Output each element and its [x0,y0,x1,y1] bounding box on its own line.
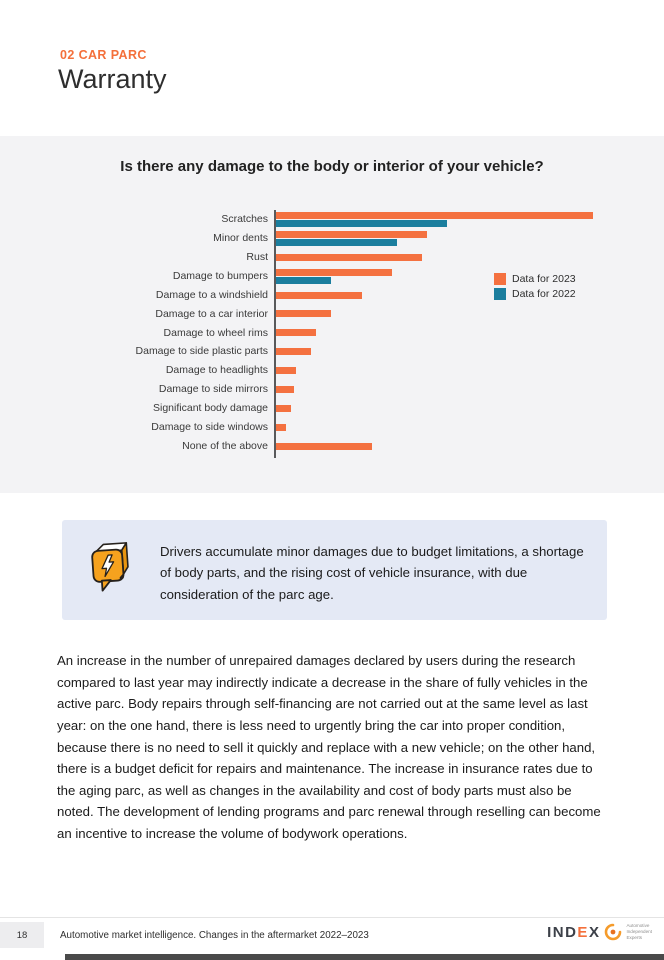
bar-2023 [276,329,317,337]
chart-bar-group [276,442,664,450]
chart-axis-line [274,210,276,458]
chart-category-label: None of the above [182,439,268,452]
bar-2023 [276,253,422,261]
chart-row: Damage to bumpers [0,267,664,286]
chart-bar-group [276,423,664,431]
chart-bar-group [276,329,664,337]
index-logo-tagline: Automotive Independent Experts [626,923,652,941]
chart-row: Significant body damage [0,399,664,418]
page-title: Warranty [58,64,167,94]
chart-category-label: Minor dents [213,232,268,245]
chart-title: Is there any damage to the body or inter… [120,158,544,175]
chart-category-label: Damage to side mirrors [158,383,268,396]
bar-2022 [276,238,397,246]
legend-swatch [494,273,506,285]
footer-caption: Automotive market intelligence. Changes … [60,930,369,941]
index-logo-mark-icon [605,923,622,941]
speech-bubble-lightning-icon [91,542,129,592]
chart-category-label: Damage to a car interior [155,307,268,320]
bar-2023 [276,367,297,375]
bar-2023 [276,268,392,276]
chart-category-label: Damage to side windows [151,420,268,433]
legend-item: Data for 2022 [494,288,576,300]
chart-row: Damage to side plastic parts [0,342,664,361]
chart-row: Damage to a windshield [0,286,664,305]
chart-bar-group [276,268,664,284]
chart-rows: Scratches Minor dents Rust Damage to bumper… [0,210,664,456]
chart-row: Damage to side mirrors [0,380,664,399]
chart-bar-group [276,310,664,318]
chart-bar-group [276,367,664,375]
bar-2023 [276,211,593,219]
chart-row: None of the above [0,437,664,456]
section-eyebrow: 02 CAR PARC [60,48,147,62]
chart-category-label: Scratches [221,213,268,226]
index-logo-wordmark: INDEX [547,923,601,941]
legend-label: Data for 2022 [512,288,576,300]
chart-bar-group [276,385,664,393]
bar-2022 [276,219,448,227]
chart-category-label: Significant body damage [153,402,268,415]
chart-category-label: Damage to bumpers [172,269,268,282]
callout-box: Drivers accumulate minor damages due to … [62,520,607,620]
bar-2023 [276,230,427,238]
index-logo: INDEX Automotive Independent Experts [547,923,652,942]
chart-row: Damage to wheel rims [0,323,664,342]
chart-category-label: Rust [246,250,268,263]
chart-bar-group [276,404,664,412]
bar-2023 [276,404,292,412]
bar-2023 [276,348,312,356]
chart-category-label: Damage to headlights [165,364,268,377]
chart-category-label: Damage to a windshield [155,288,268,301]
bar-2022 [276,276,332,284]
footer-divider [0,917,664,918]
page-number: 18 [0,922,44,948]
chart-bar-group [276,291,664,299]
chart-row: Damage to a car interior [0,304,664,323]
bottom-accent-bar [65,954,664,960]
chart-bar-group [276,348,664,356]
chart-row: Rust [0,248,664,267]
chart-category-label: Damage to wheel rims [163,326,268,339]
chart-bar-group [276,230,664,246]
chart-row: Damage to side windows [0,418,664,437]
bar-chart: Scratches Minor dents Rust Damage to bumper… [0,210,664,458]
bar-2023 [276,442,372,450]
chart-bar-group [276,211,664,227]
legend-item: Data for 2023 [494,273,576,285]
chart-bar-group [276,253,664,261]
chart-category-label: Damage to side plastic parts [135,345,268,358]
chart-panel: Is there any damage to the body or inter… [0,136,664,493]
legend-swatch [494,288,506,300]
bar-2023 [276,291,362,299]
callout-text: Drivers accumulate minor damages due to … [160,544,584,602]
body-paragraph: An increase in the number of unrepaired … [57,653,601,842]
bar-2023 [276,310,332,318]
legend-label: Data for 2023 [512,273,576,285]
chart-row: Damage to headlights [0,361,664,380]
chart-row: Minor dents [0,229,664,248]
bar-2023 [276,385,294,393]
bar-2023 [276,423,287,431]
chart-row: Scratches [0,210,664,229]
chart-legend: Data for 2023 Data for 2022 [494,273,576,300]
